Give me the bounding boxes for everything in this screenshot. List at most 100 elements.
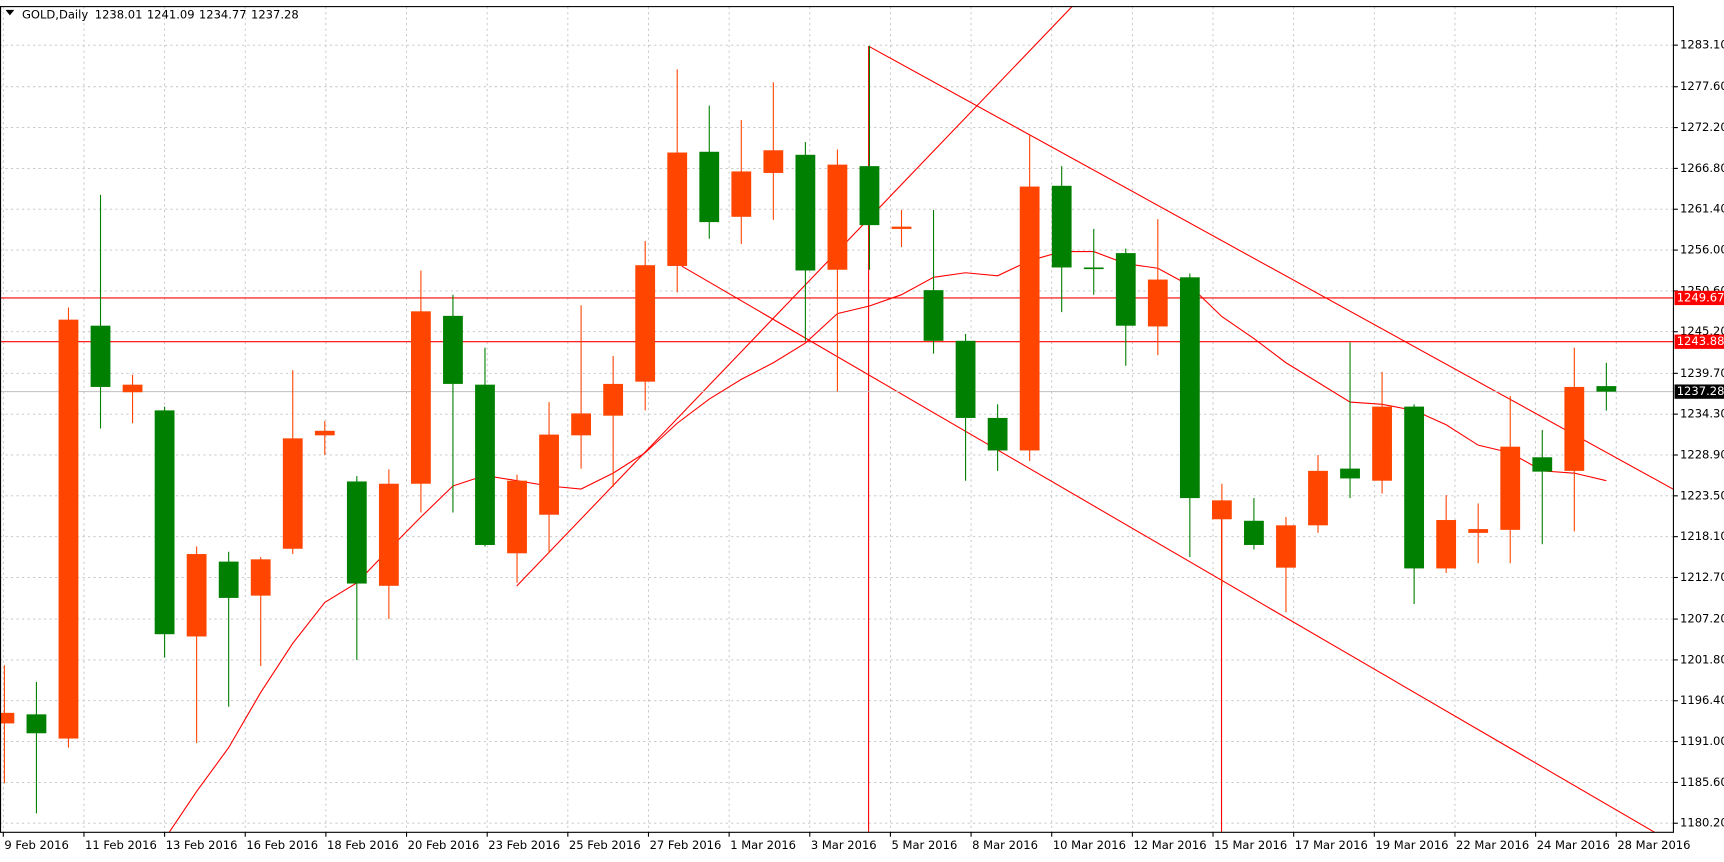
- y-tick-label: 1196.40: [1680, 693, 1724, 707]
- candle-body: [122, 384, 143, 393]
- x-tick-label: 27 Feb 2016: [650, 838, 722, 852]
- candle-body: [795, 154, 816, 271]
- y-tick-label: 1180.20: [1680, 816, 1724, 830]
- x-tick-label: 22 Mar 2016: [1456, 838, 1529, 852]
- candle-body: [1083, 267, 1104, 270]
- trend-line: [681, 265, 1656, 833]
- candle-body: [1404, 406, 1425, 569]
- trend-line: [868, 45, 1674, 490]
- candle-body: [346, 481, 367, 584]
- y-tick-label: 1234.30: [1680, 407, 1724, 421]
- axes: 1283.10 1277.60 1272.20 1266.80 1261.40 1256.…: [2, 38, 1724, 852]
- candle-body: [90, 325, 111, 387]
- y-tick-label: 1185.60: [1680, 775, 1724, 789]
- price-label: 1243.88: [1677, 334, 1724, 348]
- candle-body: [507, 480, 527, 554]
- candle-body: [250, 559, 271, 596]
- trend-line: [516, 6, 1073, 587]
- candle-body: [218, 561, 239, 598]
- price-label-bg: [1674, 384, 1724, 399]
- chart-header: GOLD,Daily 1238.01 1241.09 1234.77 1237.28: [22, 7, 299, 21]
- candle-body: [1179, 277, 1200, 499]
- candle-body: [1019, 186, 1040, 451]
- candle-body: [1147, 279, 1168, 327]
- candle-body: [282, 438, 303, 549]
- candle-body: [859, 166, 880, 226]
- price-lines: [0, 297, 1674, 393]
- x-tick-label: 20 Feb 2016: [408, 838, 480, 852]
- candle-body: [1532, 457, 1553, 472]
- candle-body: [539, 434, 559, 515]
- y-tick-label: 1239.70: [1680, 366, 1724, 380]
- header-value: 1237.28: [251, 7, 299, 21]
- x-tick-label: 17 Mar 2016: [1295, 838, 1368, 852]
- candle-body: [1211, 500, 1232, 520]
- candle-body: [0, 712, 15, 724]
- y-tick-label: 1191.00: [1680, 734, 1724, 748]
- plot-frame: [0, 6, 1674, 833]
- candle-body: [1436, 520, 1457, 569]
- candle-body: [987, 417, 1008, 451]
- candle-body: [1500, 446, 1521, 530]
- candle-body: [923, 290, 944, 341]
- y-tick-label: 1272.20: [1680, 120, 1724, 134]
- moving-average-line: [168, 251, 1607, 833]
- drawings: [516, 6, 1674, 833]
- x-tick-label: 13 Feb 2016: [166, 838, 238, 852]
- x-tick-label: 11 Feb 2016: [85, 838, 157, 852]
- y-tick-label: 1283.10: [1680, 38, 1724, 52]
- candle-body: [314, 430, 335, 436]
- x-tick-label: 23 Feb 2016: [488, 838, 560, 852]
- candle-body: [1564, 386, 1585, 471]
- candle-body: [1276, 525, 1296, 568]
- header-value: 1238.01: [95, 7, 143, 21]
- grid-layer: [0, 6, 1674, 833]
- y-tick-label: 1201.80: [1680, 652, 1724, 666]
- x-tick-label: 19 Mar 2016: [1375, 838, 1448, 852]
- candle-body: [891, 226, 912, 229]
- x-tick-label: 10 Mar 2016: [1053, 838, 1126, 852]
- price-label: 1249.67: [1677, 290, 1724, 304]
- candle-body: [603, 383, 624, 416]
- candles: [0, 45, 1617, 814]
- x-tick-label: 5 Mar 2016: [892, 838, 958, 852]
- y-tick-label: 1223.50: [1680, 488, 1724, 502]
- overlay: [168, 251, 1607, 833]
- candle-body: [1051, 185, 1072, 268]
- x-tick-label: 16 Feb 2016: [246, 838, 318, 852]
- x-tick-label: 12 Mar 2016: [1133, 838, 1206, 852]
- x-tick-label: 1 Mar 2016: [730, 838, 796, 852]
- y-tick-label: 1266.80: [1680, 161, 1724, 175]
- candle-body: [443, 315, 463, 384]
- y-tick-label: 1207.20: [1680, 612, 1724, 626]
- candle-body: [154, 410, 175, 635]
- candle-body: [411, 311, 431, 484]
- price-label-bg: [1674, 334, 1724, 349]
- candle-body: [827, 164, 848, 270]
- candle-body: [1340, 468, 1360, 479]
- candle-body: [378, 483, 399, 586]
- candle-body: [58, 319, 79, 739]
- candle-body: [1308, 470, 1328, 526]
- candle-body: [955, 340, 976, 418]
- x-tick-label: 18 Feb 2016: [327, 838, 399, 852]
- candle-body: [1372, 406, 1392, 481]
- header-menu-icon[interactable]: [5, 9, 15, 16]
- x-tick-label: 24 Mar 2016: [1537, 838, 1610, 852]
- candle-body: [1244, 520, 1264, 545]
- price-label: 1237.28: [1677, 384, 1724, 398]
- candle-body: [635, 265, 656, 382]
- header-value: 1234.77: [199, 7, 247, 21]
- x-tick-label: 15 Mar 2016: [1214, 838, 1287, 852]
- candle-body: [571, 413, 591, 436]
- candle-body: [26, 714, 47, 734]
- candle-body: [1596, 386, 1617, 392]
- candle-body: [763, 150, 784, 173]
- candle-body: [731, 171, 752, 217]
- y-tick-label: 1277.60: [1680, 79, 1724, 93]
- price-label-bg: [1674, 290, 1724, 306]
- x-tick-label: 25 Feb 2016: [569, 838, 641, 852]
